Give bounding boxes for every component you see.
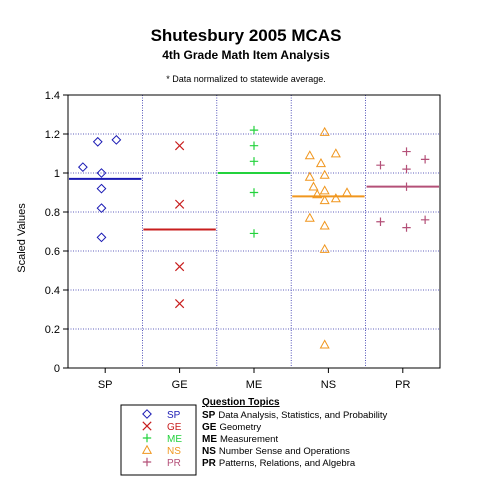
legend-marker-ge (142, 421, 152, 431)
legend-entry-code: GE (202, 422, 217, 433)
data-point-ns (330, 148, 341, 158)
y-tick-label: 0.6 (45, 246, 60, 258)
x-tick-label: ME (246, 379, 263, 391)
y-tick-label: 1.2 (45, 129, 60, 141)
data-point-pr (402, 164, 411, 174)
y-axis-label: Scaled Values (16, 203, 28, 273)
legend-entry-code: PR (202, 458, 217, 469)
y-tick-label: 1.4 (45, 90, 60, 102)
legend-entry-ns: NS Number Sense and Operations (202, 446, 350, 457)
normalization-note: * Data normalized to statewide average. (166, 74, 326, 84)
data-point-me (249, 125, 259, 135)
data-point-ns (319, 339, 330, 349)
data-point-ge (174, 261, 185, 272)
data-point-ns (319, 169, 330, 179)
data-point-pr (420, 215, 430, 224)
legend-code-pr: PR (167, 458, 181, 469)
data-point-ns (304, 150, 315, 160)
legend-box (120, 404, 197, 476)
legend-entry-text: Data Analysis, Statistics, and Probabili… (218, 410, 387, 421)
data-point-sp (96, 183, 107, 194)
data-point-ns (304, 171, 315, 181)
legend-code-sp: SP (167, 410, 181, 421)
data-point-ns (319, 185, 330, 195)
legend-code-ge: GE (167, 422, 182, 433)
legend-entry-text: Measurement (220, 434, 278, 445)
legend-entry-code: NS (202, 446, 216, 457)
data-point-sp (92, 136, 103, 147)
data-point-pr (376, 161, 385, 170)
data-point-pr (402, 147, 411, 156)
data-point-me (249, 157, 259, 166)
legend-entry-text: Patterns, Relations, and Algebra (219, 458, 356, 469)
data-point-pr (420, 155, 430, 164)
y-tick-label: 0.2 (45, 324, 60, 336)
chart-title: Shutesbury 2005 MCAS (151, 26, 342, 45)
legend-entry-text: Geometry (219, 422, 261, 433)
data-point-ns (319, 126, 330, 136)
data-point-ns (315, 158, 327, 168)
data-point-sp (96, 168, 107, 178)
x-tick-label: PR (395, 379, 410, 391)
x-tick-label: SP (98, 379, 113, 391)
y-tick-label: 0.4 (45, 285, 60, 297)
legend-code-ns: NS (167, 446, 181, 457)
grid (68, 95, 440, 368)
data-point-ns (308, 181, 319, 191)
legend-entry-me: ME Measurement (202, 434, 278, 445)
data-point-ge (174, 141, 185, 151)
data-point-sp (111, 134, 122, 145)
legend-entry-sp: SP Data Analysis, Statistics, and Probabi… (202, 410, 388, 421)
data-point-ge (174, 199, 185, 209)
x-tick-label: GE (172, 379, 188, 391)
data-point-pr (376, 217, 385, 226)
legend-descriptions: SP Data Analysis, Statistics, and Probabi… (202, 410, 388, 469)
data-point-ns (330, 193, 341, 203)
data-point-sp (77, 162, 88, 173)
data-point-ns (304, 212, 315, 222)
data-point-me (249, 141, 259, 150)
legend-marker-ns (141, 444, 153, 454)
legend-entry-code: SP (202, 410, 216, 421)
chart-subtitle: 4th Grade Math Item Analysis (162, 48, 330, 62)
legend-entry-pr: PR Patterns, Relations, and Algebra (202, 458, 356, 469)
legend-entry-code: ME (202, 434, 217, 445)
legend-entry-ge: GE Geometry (202, 422, 261, 433)
data-point-ns (319, 195, 330, 205)
legend-heading: Question Topics (202, 397, 280, 408)
data-point-ns (319, 243, 330, 253)
data-point-ge (174, 299, 185, 309)
data-point-sp (96, 203, 107, 214)
data-points (77, 125, 430, 349)
data-point-ns (319, 220, 330, 230)
data-point-me (249, 229, 259, 238)
y-tick-label: 0.8 (45, 207, 60, 219)
legend-code-me: ME (167, 434, 182, 445)
y-tick-label: 1 (54, 168, 60, 180)
axes: 0 0.2 0.4 0.6 0.8 1 1.2 1.4 SP GE ME NS PR (45, 90, 441, 391)
y-tick-label: 0 (54, 363, 60, 375)
legend-marker-me (142, 433, 152, 443)
legend-marker-sp (142, 409, 152, 419)
data-point-pr (402, 182, 411, 191)
data-point-pr (402, 223, 411, 232)
legend-marker-pr (142, 457, 152, 467)
mean-lines (69, 172, 439, 231)
data-point-me (249, 188, 259, 197)
legend-entry-text: Number Sense and Operations (219, 446, 350, 457)
data-point-ns (312, 189, 323, 199)
data-point-ns (341, 187, 353, 197)
x-tick-label: NS (321, 379, 336, 391)
data-point-sp (96, 232, 107, 243)
